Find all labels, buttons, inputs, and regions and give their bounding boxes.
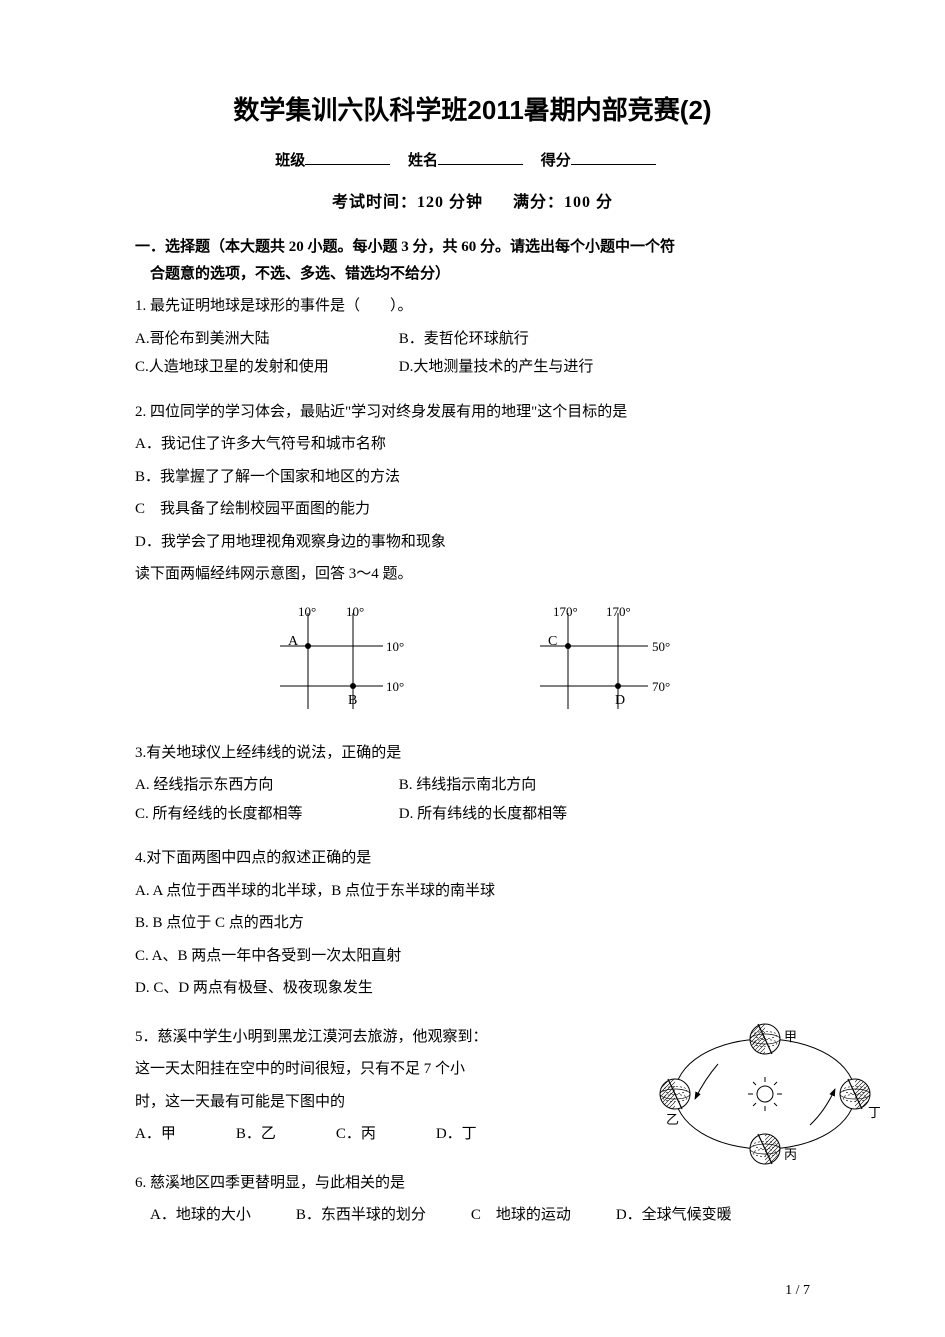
q2-stem: 2. 四位同学的学习体会，最贴近"学习对终身发展有用的地理"这个目标的是 [135, 398, 810, 427]
point-c-dot [565, 643, 571, 649]
left-top-left-label: 10° [298, 604, 316, 619]
exam-info: 考试时间：120 分钟 满分：100 分 [135, 188, 810, 212]
q5-line1: 5．慈溪中学生小明到黑龙江漠河去旅游，他观察到： [135, 1023, 515, 1052]
q1-options-row1: A.哥伦布到美洲大陆 B．麦哲伦环球航行 [135, 325, 810, 354]
q4-option-c: C. A、B 两点一年中各受到一次太阳直射 [135, 942, 810, 971]
right-top-right-label: 170° [606, 604, 631, 619]
sun-icon [748, 1077, 782, 1111]
score-label: 得分 [541, 153, 571, 169]
grid-diagram-right: 170° 170° C 50° D 70° [518, 601, 688, 721]
full-value: 100 分 [564, 194, 613, 211]
name-blank[interactable] [438, 164, 523, 165]
globe-jia [750, 1024, 780, 1054]
class-blank[interactable] [305, 164, 390, 165]
q3-option-a: A. 经线指示东西方向 [135, 771, 395, 800]
q1-option-b: B．麦哲伦环球航行 [399, 325, 659, 354]
point-d-dot [615, 683, 621, 689]
q4-option-d: D. C、D 两点有极昼、极夜现象发生 [135, 974, 810, 1003]
yi-label: 乙 [666, 1112, 679, 1127]
right-top-left-label: 170° [553, 604, 578, 619]
diagram-intro: 读下面两幅经纬网示意图，回答 3～4 题。 [135, 560, 810, 589]
c-lat-label: 50° [652, 639, 670, 654]
score-blank[interactable] [571, 164, 656, 165]
q3-options-row1: A. 经线指示东西方向 B. 纬线指示南北方向 [135, 771, 810, 800]
q2-option-b: B．我掌握了了解一个国家和地区的方法 [135, 463, 810, 492]
globe-yi [660, 1079, 690, 1109]
d-lat-label: 70° [652, 679, 670, 694]
q1-option-c: C.人造地球卫星的发射和使用 [135, 353, 395, 382]
orbit-diagram: 甲 丁 丙 乙 [650, 1019, 880, 1169]
a-lat-label: 10° [386, 639, 404, 654]
q6-options: A．地球的大小 B．东西半球的划分 C 地球的运动 D．全球气候变暖 [135, 1201, 810, 1230]
time-label: 考试时间： [332, 194, 417, 211]
class-label: 班级 [275, 153, 305, 169]
page-title: 数学集训六队科学班2011暑期内部竞赛(2) [135, 90, 810, 127]
q3-stem: 3.有关地球仪上经纬线的说法，正确的是 [135, 739, 810, 768]
point-c-label: C [548, 634, 557, 649]
ding-label: 丁 [868, 1105, 880, 1120]
jia-label: 甲 [784, 1029, 797, 1044]
q1-options-row2: C.人造地球卫星的发射和使用 D.大地测量技术的产生与进行 [135, 353, 810, 382]
q3-option-c: C. 所有经线的长度都相等 [135, 800, 395, 829]
point-d-label: D [615, 693, 625, 708]
q4-option-a: A. A 点位于西半球的北半球，B 点位于东半球的南半球 [135, 877, 810, 906]
q1-stem: 1. 最先证明地球是球形的事件是（ ）。 [135, 292, 810, 321]
q4-option-b: B. B 点位于 C 点的西北方 [135, 909, 810, 938]
section-1-header-line1: 一．选择题（本大题共 20 小题。每小题 3 分，共 60 分。请选出每个小题中… [135, 234, 810, 261]
full-label: 满分： [513, 194, 564, 211]
q3-option-d: D. 所有纬线的长度都相等 [399, 800, 659, 829]
left-top-right-label: 10° [346, 604, 364, 619]
grid-diagrams: 10° 10° A 10° B 10° 170° 170° C 50° D 70… [135, 601, 810, 721]
q5-block: 甲 丁 丙 乙 5．慈 [135, 1023, 810, 1149]
point-a-dot [305, 643, 311, 649]
globe-bing [750, 1134, 780, 1164]
q4-stem: 4.对下面两图中四点的叙述正确的是 [135, 844, 810, 873]
q1-option-d: D.大地测量技术的产生与进行 [399, 353, 659, 382]
q2-option-a: A．我记住了许多大气符号和城市名称 [135, 430, 810, 459]
student-fields-row: 班级 姓名 得分 [135, 149, 810, 170]
q2-option-c: C 我具备了绘制校园平面图的能力 [135, 495, 810, 524]
q5-line3: 时，这一天最有可能是下图中的 [135, 1088, 515, 1117]
q1-option-a: A.哥伦布到美洲大陆 [135, 325, 395, 354]
bing-label: 丙 [784, 1147, 797, 1162]
globe-ding [840, 1079, 870, 1109]
grid-diagram-left: 10° 10° A 10° B 10° [258, 601, 418, 721]
b-lat-label: 10° [386, 679, 404, 694]
q6-stem: 6. 慈溪地区四季更替明显，与此相关的是 [135, 1169, 810, 1198]
q2-option-d: D．我学会了用地理视角观察身边的事物和现象 [135, 528, 810, 557]
point-a-label: A [288, 634, 299, 649]
page-number: 1 / 7 [785, 1283, 810, 1299]
q3-options-row2: C. 所有经线的长度都相等 D. 所有纬线的长度都相等 [135, 800, 810, 829]
section-1-header-line2: 合题意的选项，不选、多选、错选均不给分） [135, 261, 810, 288]
q5-line2: 这一天太阳挂在空中的时间很短，只有不足 7 个小 [135, 1055, 515, 1084]
point-b-dot [350, 683, 356, 689]
q3-option-b: B. 纬线指示南北方向 [399, 771, 659, 800]
time-value: 120 分钟 [417, 194, 483, 211]
section-1-header: 一．选择题（本大题共 20 小题。每小题 3 分，共 60 分。请选出每个小题中… [135, 234, 810, 288]
point-b-label: B [348, 693, 357, 708]
name-label: 姓名 [408, 153, 438, 169]
